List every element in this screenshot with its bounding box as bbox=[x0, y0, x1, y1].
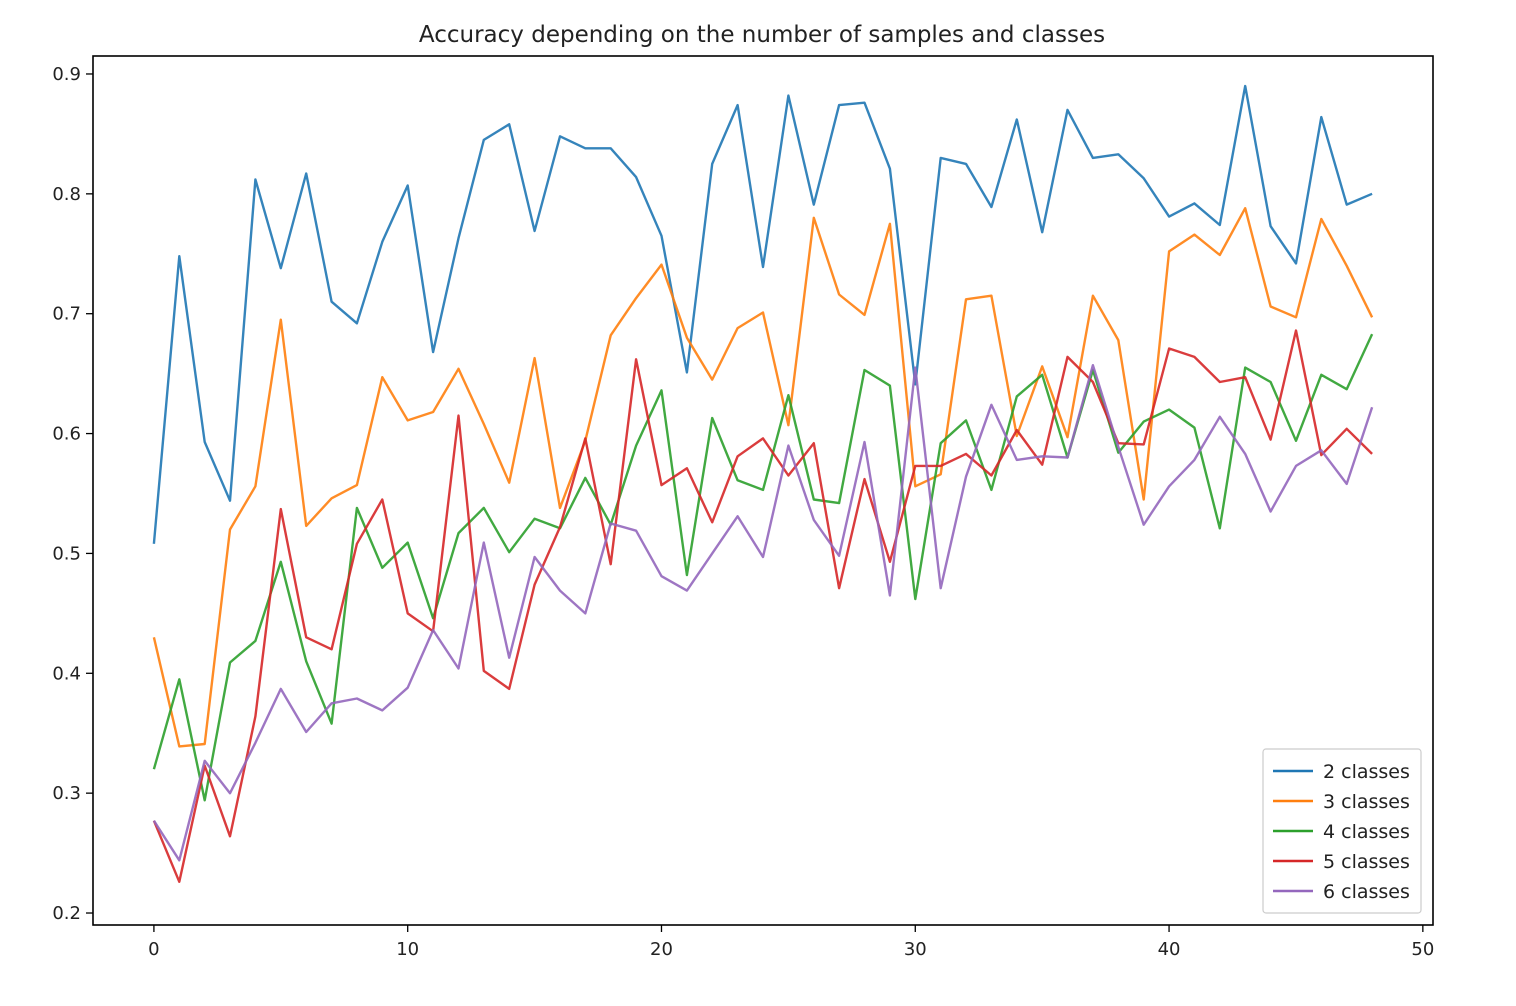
y-tick-label: 0.9 bbox=[52, 64, 81, 85]
series-line-3-classes bbox=[152, 206, 1374, 748]
y-tick-label: 0.2 bbox=[52, 903, 81, 924]
x-tick-label: 10 bbox=[396, 939, 419, 960]
y-tick-label: 0.8 bbox=[52, 184, 81, 205]
series-line-6-classes bbox=[152, 364, 1374, 862]
x-tick-label: 0 bbox=[148, 939, 159, 960]
x-tick-label: 40 bbox=[1158, 939, 1181, 960]
plot-area-frame bbox=[92, 55, 1434, 926]
y-ticks: 0.2 0.3 0.4 0.5 0.6 0.7 0.8 0.9 bbox=[52, 64, 93, 924]
x-tick-label: 30 bbox=[904, 939, 927, 960]
series-line-5-classes bbox=[152, 329, 1373, 883]
legend-label: 4 classes bbox=[1323, 821, 1410, 843]
legend-label: 3 classes bbox=[1323, 791, 1410, 813]
legend-label: 5 classes bbox=[1323, 851, 1410, 873]
plot-lines bbox=[152, 84, 1374, 883]
y-tick-label: 0.3 bbox=[52, 783, 81, 804]
legend: 2 classes 3 classes 4 classes 5 classes 6 cl… bbox=[1262, 748, 1422, 914]
series-line-2-classes bbox=[152, 84, 1373, 544]
x-tick-label: 50 bbox=[1411, 939, 1434, 960]
series-line-4-classes bbox=[152, 333, 1374, 802]
chart-title: Accuracy depending on the number of samp… bbox=[419, 22, 1105, 48]
legend-label: 2 classes bbox=[1323, 761, 1410, 783]
legend-label: 6 classes bbox=[1323, 881, 1410, 903]
x-tick-label: 20 bbox=[650, 939, 673, 960]
legend-box bbox=[1262, 748, 1422, 914]
y-tick-label: 0.6 bbox=[52, 424, 81, 445]
x-ticks: 0 10 20 30 40 50 bbox=[148, 925, 1434, 960]
y-tick-label: 0.5 bbox=[52, 543, 81, 564]
y-tick-label: 0.4 bbox=[52, 663, 81, 684]
y-tick-label: 0.7 bbox=[52, 304, 81, 325]
